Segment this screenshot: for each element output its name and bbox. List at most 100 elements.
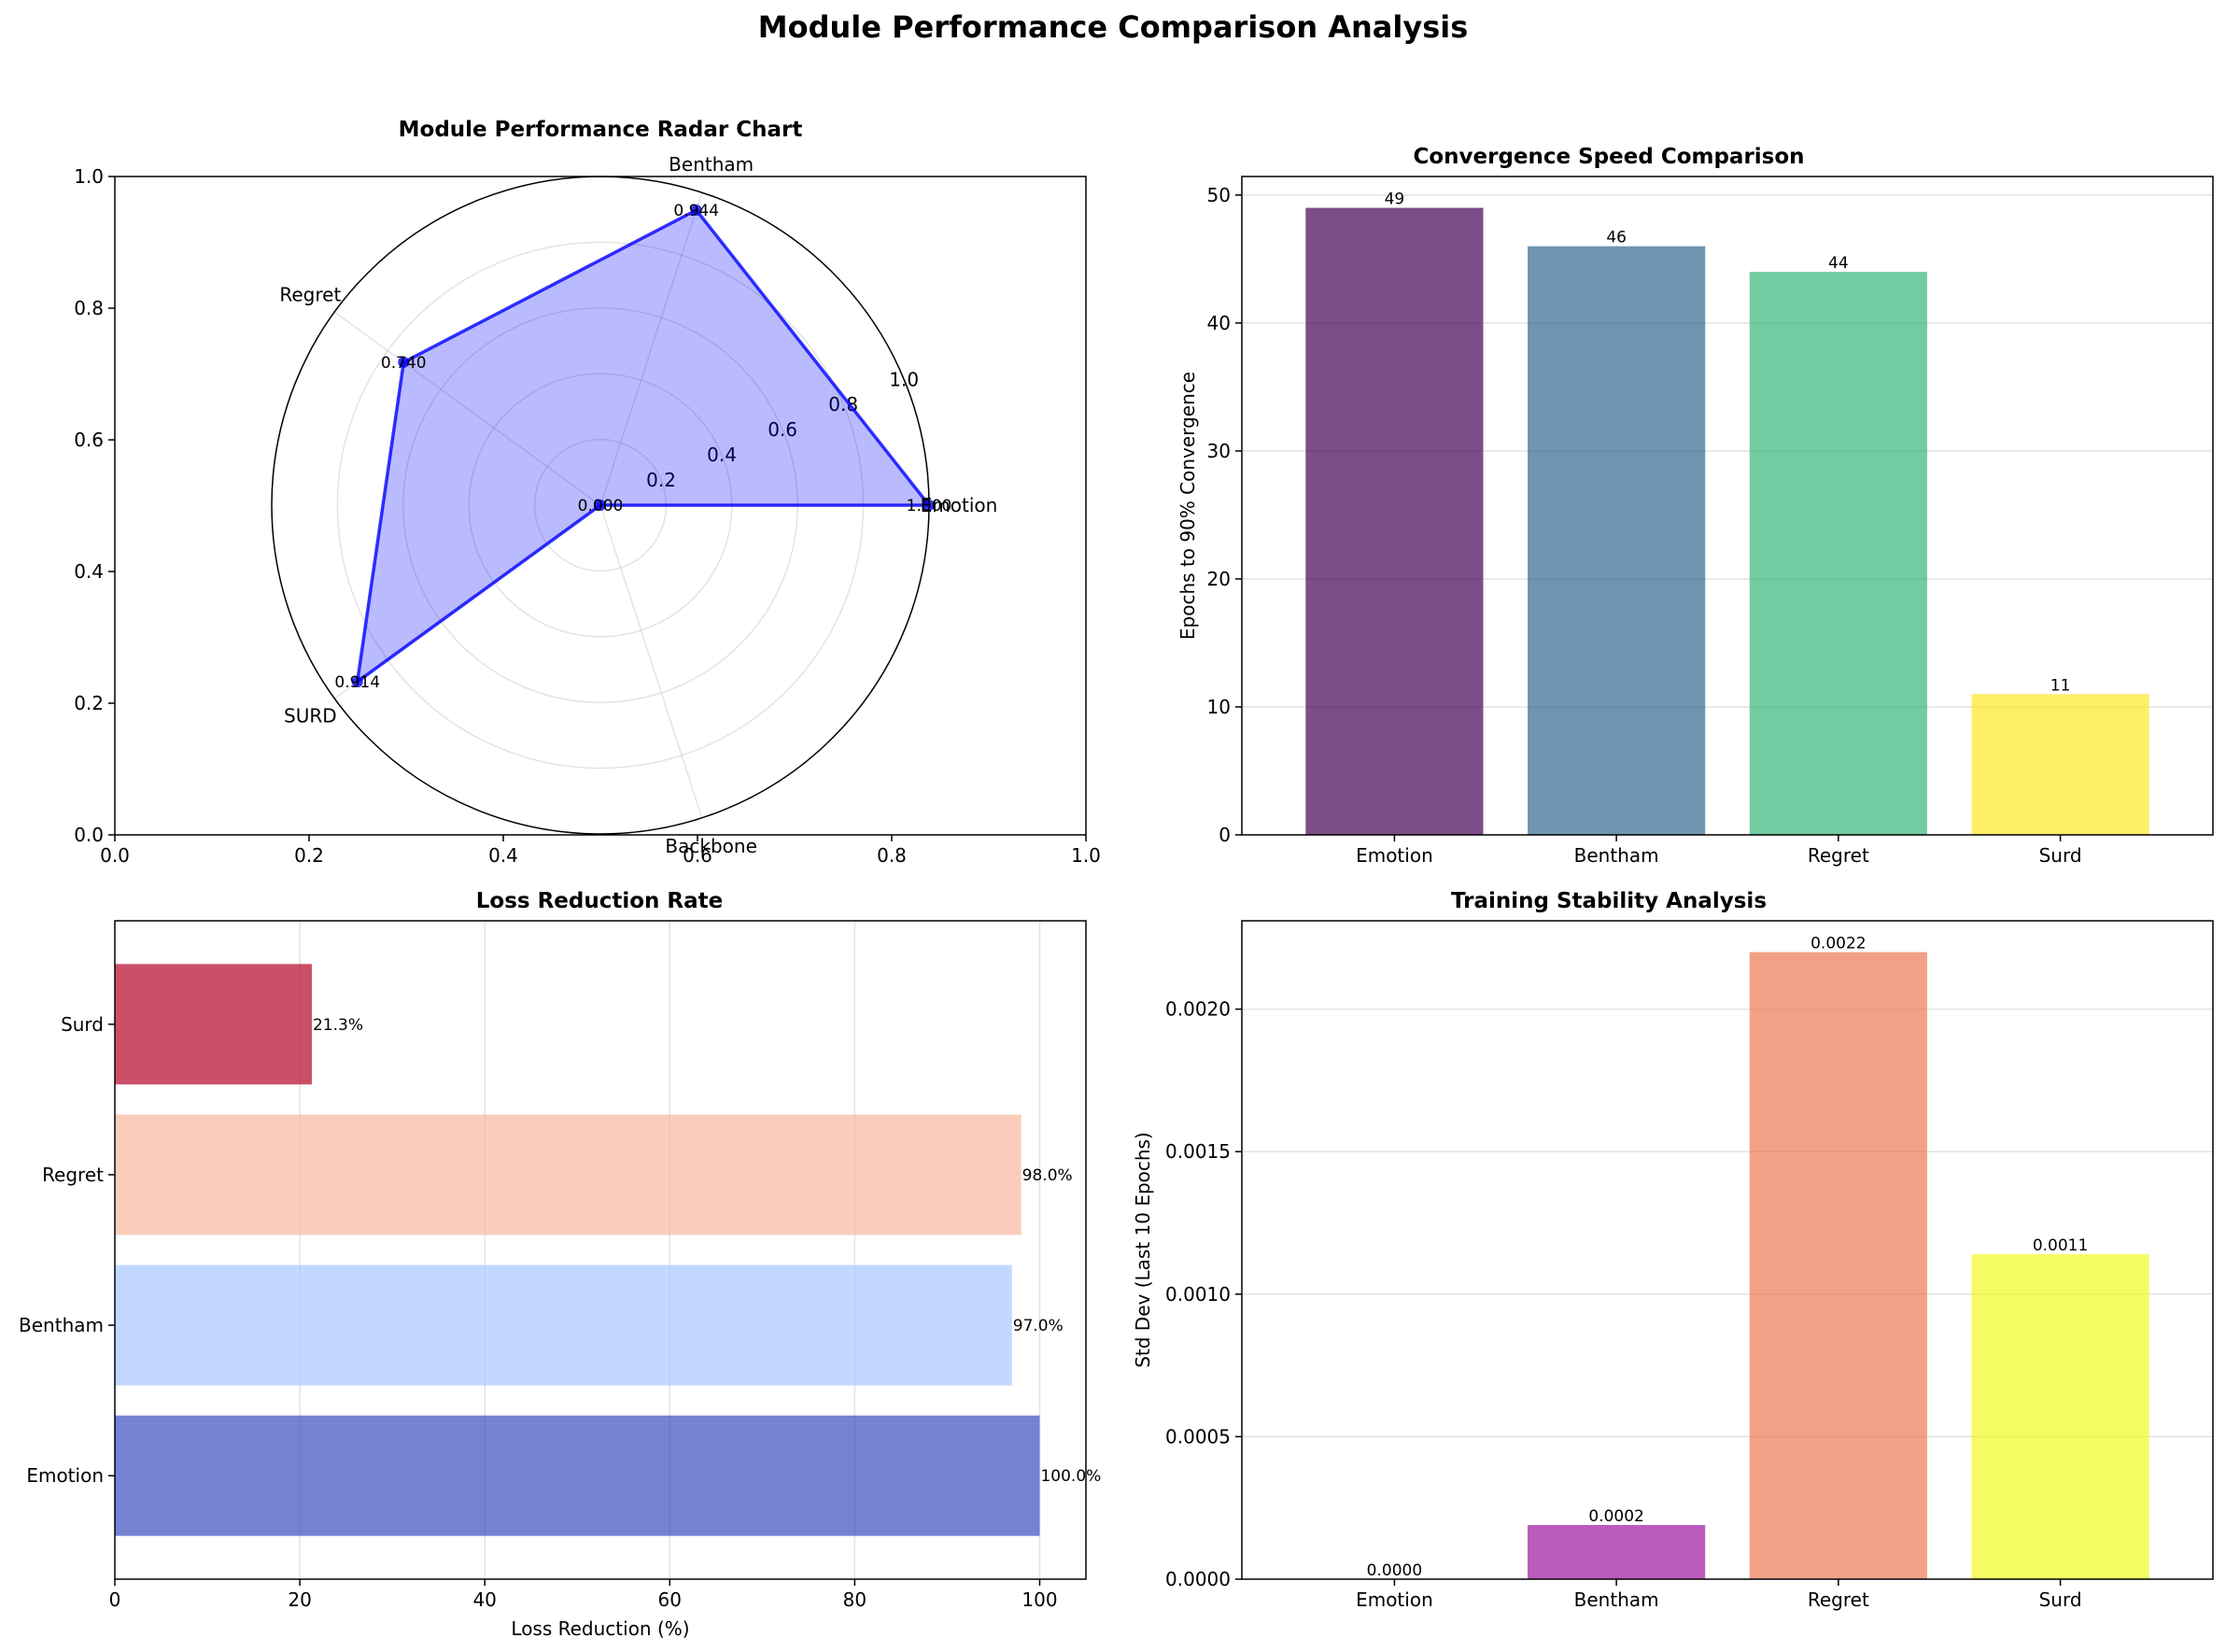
loss-reduction-value-label-regret: 98.0% (1022, 1166, 1073, 1185)
convergence-value-label-regret: 44 (1828, 254, 1849, 273)
stability-value-label-surd: 0.0011 (2033, 1236, 2088, 1255)
radar-bg-x-tick-label: 1.0 (1071, 844, 1101, 867)
loss-reduction-y-tick-label-regret: Regret (42, 1164, 104, 1186)
radar-bg-y-tick-label: 0.2 (74, 692, 104, 714)
loss-reduction-value-label-emotion: 100.0% (1040, 1467, 1101, 1486)
convergence-y-tick-label: 40 (1207, 312, 1231, 334)
convergence-y-axis-label: Epochs to 90% Convergence (1176, 372, 1199, 640)
convergence-bar-emotion (1305, 207, 1484, 836)
radar-point-regret (398, 356, 410, 368)
radar-category-label-surd: SURD (284, 705, 337, 727)
loss-reduction-y-tick-label-bentham: Bentham (19, 1314, 104, 1336)
radar-chart-panel: Module Performance Radar Chart 0.0 0.2 0.4… (74, 118, 1101, 867)
stability-bar-regret (1749, 952, 1927, 1579)
stability-bar-surd (1971, 1254, 2149, 1579)
loss-reduction-bar-bentham (115, 1264, 1012, 1386)
stability-x-tick-label-surd: Surd (2039, 1588, 2082, 1611)
convergence-x-tick-label-bentham: Bentham (1574, 844, 1659, 867)
radar-category-label-emotion: Emotion (921, 494, 998, 516)
radar-point-backbone (595, 500, 606, 511)
radar-category-label-bentham: Bentham (669, 153, 754, 176)
stability-y-tick-label: 0.0005 (1165, 1425, 1231, 1447)
radar-bg-y-tick-label: 0.4 (74, 560, 104, 583)
stability-value-label-emotion: 0.0000 (1367, 1561, 1422, 1580)
convergence-plot-frame (1241, 176, 2214, 836)
loss-reduction-bar-surd (115, 964, 312, 1085)
radar-point-emotion (923, 500, 935, 511)
convergence-y-tick-label: 50 (1207, 184, 1231, 206)
radar-value-label-regret: 0.740 (381, 354, 427, 373)
radar-r-tick-label: 0.2 (646, 469, 676, 491)
convergence-value-label-bentham: 46 (1606, 229, 1627, 247)
stability-x-tick-label-bentham: Bentham (1574, 1588, 1659, 1611)
loss-reduction-plot-frame (114, 920, 1087, 1580)
loss-reduction-bar-emotion (115, 1415, 1040, 1536)
radar-bg-x-tick-label: 0.6 (683, 844, 712, 867)
radar-spoke (599, 504, 703, 819)
stability-chart-title: Training Stability Analysis (1451, 889, 1767, 913)
convergence-bar-surd (1971, 694, 2149, 835)
radar-area-fill (357, 210, 929, 683)
convergence-y-tick-label: 20 (1207, 568, 1231, 590)
radar-category-label-regret: Regret (279, 283, 341, 305)
radar-chart-title: Module Performance Radar Chart (399, 118, 803, 142)
radar-bg-x-tick-label: 0.8 (877, 844, 907, 867)
loss-reduction-value-label-bentham: 97.0% (1013, 1317, 1064, 1335)
convergence-value-label-emotion: 49 (1385, 191, 1405, 209)
stability-y-tick-label: 0.0020 (1165, 998, 1231, 1021)
loss-reduction-value-label-surd: 21.3% (313, 1016, 363, 1035)
radar-value-label-backbone: 0.000 (578, 497, 624, 515)
radar-spoke (599, 191, 703, 506)
radar-value-label-emotion: 1.000 (907, 497, 952, 515)
convergence-x-tick-label-emotion: Emotion (1356, 844, 1433, 867)
stability-x-tick-label-emotion: Emotion (1356, 1588, 1433, 1611)
stability-y-tick-label: 0.0000 (1165, 1568, 1231, 1590)
loss-reduction-x-tick-label: 60 (658, 1588, 682, 1611)
convergence-y-tick-label: 10 (1207, 696, 1231, 718)
radar-r-tick-label: 0.6 (768, 418, 797, 441)
radar-bg-y-tick-label: 0.6 (74, 429, 104, 451)
radar-bg-x-tick-label: 0.2 (294, 844, 324, 867)
loss-reduction-x-tick-label: 80 (843, 1588, 866, 1611)
convergence-chart-panel: Convergence Speed Comparison 49 Emotion 46… (1176, 145, 2214, 867)
loss-reduction-y-tick-label-emotion: Emotion (26, 1464, 104, 1487)
radar-value-label-bentham: 0.944 (673, 202, 719, 220)
loss-reduction-chart-title: Loss Reduction Rate (476, 889, 724, 913)
convergence-y-tick-label: 30 (1207, 440, 1231, 462)
radar-spoke (333, 311, 601, 506)
radar-bg-y-tick-label: 0.0 (74, 824, 104, 846)
loss-reduction-x-tick-label: 0 (109, 1588, 121, 1611)
radar-point-bentham (690, 204, 702, 216)
radar-category-label-backbone: Backbone (665, 835, 756, 857)
loss-reduction-x-tick-label: 100 (1021, 1588, 1057, 1611)
loss-reduction-x-tick-label: 20 (288, 1588, 311, 1611)
stability-x-tick-label-regret: Regret (1808, 1588, 1869, 1611)
radar-series-line (355, 208, 931, 684)
radar-bg-y-tick-label: 0.8 (74, 297, 104, 319)
convergence-y-tick-label: 0 (1219, 824, 1231, 846)
convergence-chart-title: Convergence Speed Comparison (1413, 145, 1804, 169)
convergence-bar-regret (1749, 272, 1927, 835)
loss-reduction-y-tick-label-surd: Surd (61, 1013, 104, 1036)
stability-plot-frame (1241, 920, 2214, 1580)
radar-point-surd (351, 676, 363, 688)
radar-bg-x-tick-label: 0.4 (488, 844, 518, 867)
radar-r-tick-label: 0.4 (707, 444, 737, 466)
stability-y-tick-label: 0.0010 (1165, 1283, 1231, 1306)
stability-y-axis-label: Std Dev (Last 10 Epochs) (1132, 1132, 1154, 1368)
loss-reduction-x-tick-label: 40 (472, 1588, 496, 1611)
convergence-x-tick-label-regret: Regret (1808, 844, 1869, 867)
loss-reduction-chart-panel: Loss Reduction Rate 100.0% Emotion 97.0% Be… (19, 889, 1101, 1640)
figure-title: Module Performance Comparison Analysis (758, 9, 1469, 45)
radar-bg-x-tick-label: 0.0 (100, 844, 130, 867)
loss-reduction-x-axis-label: Loss Reduction (%) (511, 1617, 689, 1640)
radar-bg-y-tick-label: 1.0 (74, 165, 104, 188)
loss-reduction-bar-regret (115, 1114, 1021, 1235)
stability-value-label-bentham: 0.0002 (1588, 1507, 1643, 1526)
radar-r-tick-label: 1.0 (889, 368, 919, 390)
stability-bar-bentham (1528, 1525, 1706, 1579)
convergence-value-label-surd: 11 (2050, 676, 2071, 695)
convergence-bar-bentham (1528, 246, 1706, 835)
stability-value-label-regret: 0.0022 (1810, 935, 1866, 953)
